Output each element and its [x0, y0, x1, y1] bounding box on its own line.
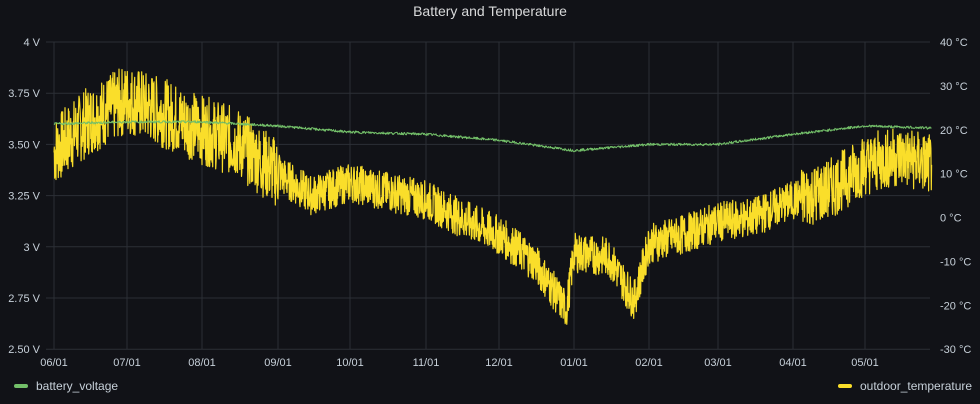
y-left-tick-label: 3.50 V [8, 139, 40, 151]
legend-item-temperature[interactable]: outdoor_temperature [838, 379, 972, 393]
legend-swatch-battery [14, 384, 28, 388]
y-right-tick-label: -10 °C [940, 256, 971, 268]
y-left-tick-label: 2.75 V [8, 293, 40, 305]
y-right-tick-label: -20 °C [940, 300, 971, 312]
x-tick-label: 12/01 [485, 357, 513, 369]
y-left-tick-label: 3.25 V [8, 191, 40, 203]
panel-title: Battery and Temperature [413, 3, 567, 19]
series-battery-voltage [53, 120, 932, 153]
x-tick-label: 02/01 [635, 357, 663, 369]
y-right-tick-label: 20 °C [940, 125, 968, 137]
x-tick-label: 08/01 [188, 357, 216, 369]
x-tick-label: 05/01 [851, 357, 879, 369]
x-tick-label: 10/01 [336, 357, 364, 369]
y-left-tick-label: 3 V [23, 242, 40, 254]
y-left-tick-label: 4 V [23, 37, 40, 49]
legend-label-temperature: outdoor_temperature [860, 379, 973, 393]
x-tick-label: 09/01 [264, 357, 292, 369]
legend-swatch-temperature [838, 384, 852, 388]
y-right-tick-label: 0 °C [940, 213, 962, 225]
x-tick-label: 07/01 [113, 357, 141, 369]
y-left-tick-label: 3.75 V [8, 88, 40, 100]
y-left-tick-label: 2.50 V [8, 344, 40, 356]
x-tick-label: 04/01 [779, 357, 807, 369]
y-right-tick-label: 40 °C [940, 37, 968, 49]
y-right-tick-label: -30 °C [940, 344, 971, 356]
x-tick-label: 11/01 [413, 357, 440, 369]
x-tick-label: 03/01 [704, 357, 732, 369]
legend-item-battery[interactable]: battery_voltage [14, 379, 118, 393]
series-outdoor-temperature [53, 68, 933, 325]
y-right-tick-label: 10 °C [940, 169, 968, 181]
legend-label-battery: battery_voltage [36, 379, 119, 393]
y-right-tick-label: 30 °C [940, 81, 968, 93]
x-tick-label: 01/01 [560, 357, 588, 369]
x-tick-label: 06/01 [40, 357, 68, 369]
